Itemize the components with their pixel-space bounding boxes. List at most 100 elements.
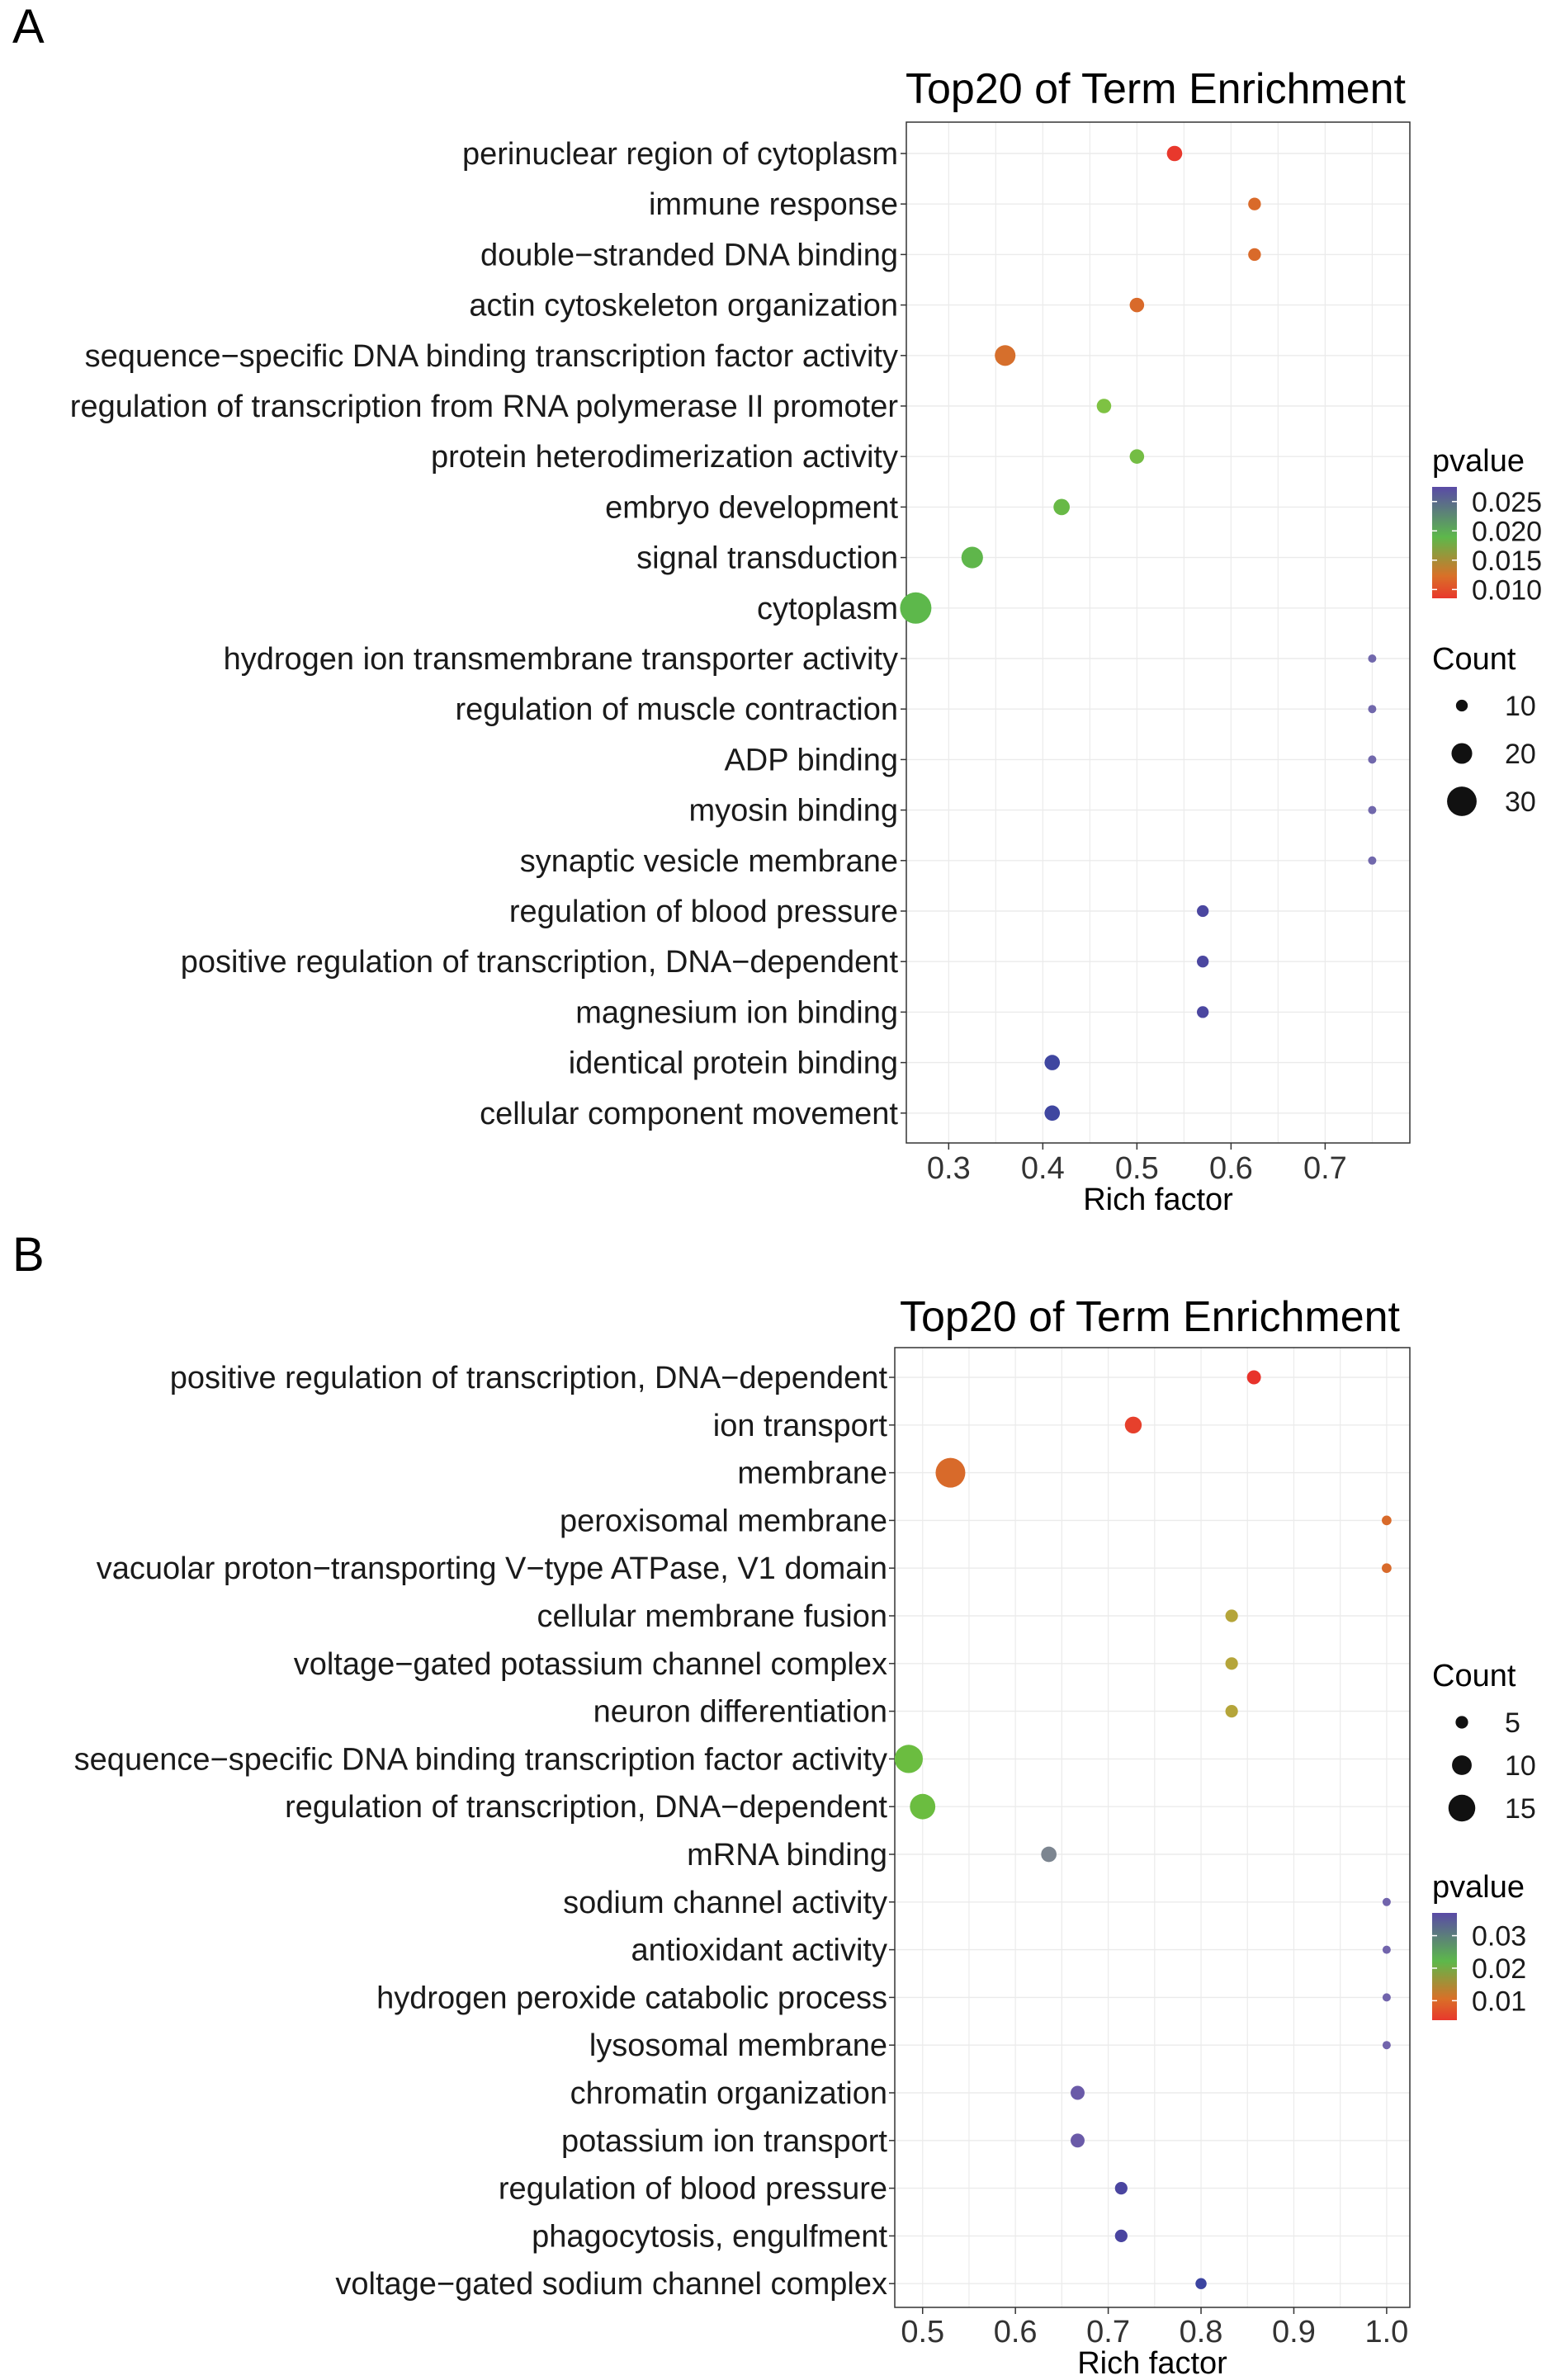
size-key-label: 10 bbox=[1505, 1750, 1536, 1782]
term-label: potassium ion transport bbox=[561, 2124, 887, 2159]
term-label: peroxisomal membrane bbox=[560, 1504, 887, 1538]
size-key-label: 30 bbox=[1505, 786, 1536, 818]
point bbox=[1114, 2182, 1128, 2195]
gridlines bbox=[906, 122, 1410, 1143]
term-label: cytoplasm bbox=[757, 592, 898, 626]
size-key-label: 20 bbox=[1505, 739, 1536, 770]
term-label: regulation of transcription from RNA pol… bbox=[70, 390, 899, 424]
colorbar-label: 0.015 bbox=[1472, 545, 1542, 577]
term-label: cellular component movement bbox=[480, 1097, 898, 1131]
term-label: actin cytoskeleton organization bbox=[469, 289, 898, 323]
plot-border bbox=[894, 1347, 1411, 2308]
term-label: vacuolar proton−transporting V−type ATPa… bbox=[97, 1551, 887, 1586]
point bbox=[1114, 2229, 1128, 2242]
term-label: ADP binding bbox=[724, 743, 898, 777]
point bbox=[1044, 1105, 1061, 1122]
point bbox=[1071, 2133, 1085, 2148]
size-legend-title: Count bbox=[1432, 642, 1516, 677]
point bbox=[1368, 654, 1377, 663]
colorbar bbox=[1432, 1913, 1457, 2020]
term-label: regulation of blood pressure bbox=[499, 2172, 887, 2207]
size-key-label: 10 bbox=[1505, 691, 1536, 722]
point bbox=[1096, 399, 1112, 413]
size-legend-title: Count bbox=[1432, 1659, 1516, 1693]
term-label: hydrogen peroxide catabolic process bbox=[376, 1981, 887, 2015]
plot-area bbox=[906, 122, 1410, 1143]
term-label: signal transduction bbox=[636, 541, 898, 576]
x-tick-label: 0.9 bbox=[1272, 2315, 1316, 2349]
term-label: cellular membrane fusion bbox=[537, 1599, 887, 1634]
panel-letter: B bbox=[12, 1228, 45, 1282]
point bbox=[995, 345, 1016, 366]
term-label: embryo development bbox=[605, 490, 898, 525]
x-axis-title: Rich factor bbox=[1077, 2346, 1227, 2380]
term-label: positive regulation of transcription, DN… bbox=[181, 945, 899, 980]
point bbox=[1044, 1055, 1061, 1070]
term-label: sodium channel activity bbox=[563, 1886, 887, 1920]
point bbox=[1382, 1945, 1391, 1954]
colorbar-label: 0.01 bbox=[1472, 1986, 1526, 2017]
x-tick-label: 0.5 bbox=[901, 2315, 944, 2349]
term-label: synaptic vesicle membrane bbox=[520, 844, 898, 879]
term-label: phagocytosis, engulfment bbox=[532, 2219, 887, 2254]
point bbox=[1368, 755, 1377, 764]
colorbar-label: 0.010 bbox=[1472, 574, 1542, 606]
term-label: regulation of blood pressure bbox=[509, 895, 898, 929]
point bbox=[1225, 1657, 1238, 1670]
size-key-dot bbox=[1448, 1794, 1476, 1822]
size-key-dot bbox=[1447, 786, 1477, 816]
point bbox=[1225, 1705, 1238, 1718]
size-key-label: 15 bbox=[1505, 1793, 1536, 1825]
points bbox=[894, 1370, 1392, 2289]
point bbox=[1071, 2085, 1085, 2100]
points bbox=[900, 145, 1377, 1122]
term-label: neuron differentiation bbox=[593, 1695, 887, 1730]
term-label: myosin binding bbox=[689, 794, 898, 829]
size-key-dot bbox=[1455, 699, 1468, 712]
point bbox=[900, 592, 932, 624]
point bbox=[935, 1457, 966, 1488]
point bbox=[1368, 705, 1377, 714]
color-legend-title: pvalue bbox=[1432, 444, 1525, 479]
size-key-dot bbox=[1452, 1755, 1472, 1775]
panel-a: A Top20 of Term Enrichment 0.3 0.4 0.5 0.6 0.7… bbox=[12, 0, 1542, 1217]
point bbox=[1129, 297, 1145, 313]
point bbox=[1248, 248, 1261, 262]
term-label: positive regulation of transcription, DN… bbox=[170, 1361, 888, 1395]
term-label: double−stranded DNA binding bbox=[480, 238, 898, 272]
point bbox=[1197, 956, 1209, 968]
point bbox=[1382, 1993, 1391, 2002]
point bbox=[894, 1745, 923, 1773]
colorbar-label: 0.02 bbox=[1472, 1953, 1526, 1985]
term-label: hydrogen ion transmembrane transporter a… bbox=[224, 642, 898, 677]
point bbox=[1368, 856, 1377, 865]
x-tick-label: 1.0 bbox=[1364, 2315, 1408, 2349]
term-label: protein heterodimerization activity bbox=[431, 440, 898, 475]
point bbox=[1382, 1515, 1392, 1526]
term-label: magnesium ion binding bbox=[575, 995, 898, 1030]
term-label: voltage−gated sodium channel complex bbox=[335, 2267, 887, 2302]
term-label: regulation of transcription, DNA−depende… bbox=[285, 1790, 887, 1825]
term-label: ion transport bbox=[713, 1409, 888, 1443]
colorbar-label: 0.020 bbox=[1472, 516, 1542, 547]
x-tick-label: 0.5 bbox=[1115, 1151, 1159, 1186]
color-legend-title: pvalue bbox=[1432, 1870, 1525, 1905]
point bbox=[1382, 2041, 1391, 2050]
term-label: identical protein binding bbox=[569, 1046, 898, 1081]
point bbox=[1368, 805, 1377, 815]
panel-letter: A bbox=[12, 0, 45, 54]
point bbox=[1382, 1897, 1391, 1906]
term-label: membrane bbox=[737, 1457, 887, 1491]
panel-b: B Top20 of Term Enrichment 0.5 0.6 0.7 0.8 0.9… bbox=[12, 1228, 1536, 2380]
x-tick-label: 0.4 bbox=[1021, 1151, 1065, 1186]
x-tick-label: 0.7 bbox=[1303, 1151, 1347, 1186]
point bbox=[961, 546, 983, 569]
x-tick-label: 0.3 bbox=[927, 1151, 971, 1186]
point bbox=[1248, 197, 1261, 210]
point bbox=[1225, 1609, 1238, 1622]
plot-area bbox=[895, 1348, 1410, 2307]
point bbox=[1197, 904, 1209, 918]
x-tick-label: 0.6 bbox=[1209, 1151, 1253, 1186]
